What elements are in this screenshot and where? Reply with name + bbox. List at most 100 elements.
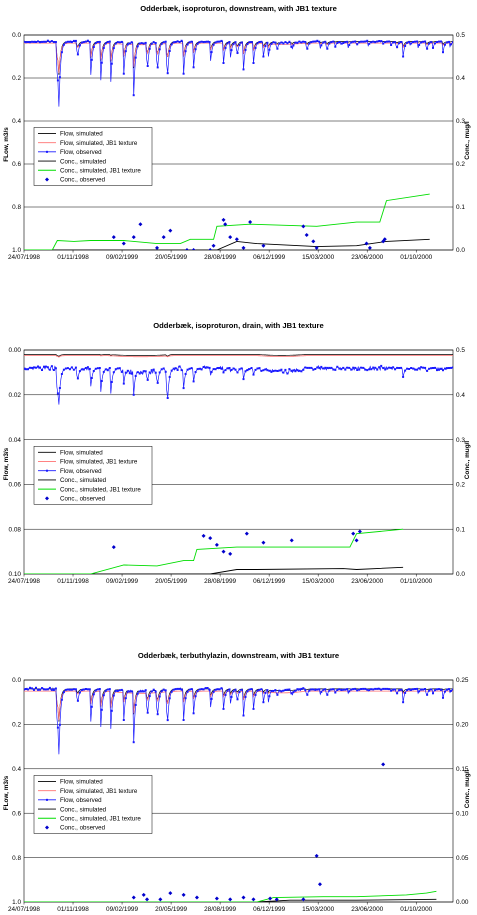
flow-observed-point: [80, 368, 83, 371]
flow-observed-point: [37, 40, 39, 43]
flow-observed-point: [326, 366, 329, 369]
conc-observed-point: [241, 895, 246, 900]
flow-observed-point: [280, 690, 283, 693]
flow-observed-point: [432, 46, 434, 49]
y-left-tick-label: 0.04: [9, 437, 22, 444]
flow-observed-point: [116, 41, 119, 44]
flow-observed-point: [402, 375, 405, 378]
flow-observed-point: [212, 690, 215, 693]
flow-observed-point: [152, 41, 155, 44]
y-right-tick-label: 0.0: [456, 247, 465, 254]
flow-observed-point: [308, 689, 311, 692]
flow-observed-point: [386, 687, 389, 690]
flow-observed-point: [440, 688, 442, 691]
flow-observed-point: [35, 41, 37, 43]
flow-observed-point: [388, 688, 391, 691]
flow-observed-point: [236, 371, 239, 374]
legend-box: [33, 127, 153, 186]
flow-observed-point: [336, 42, 339, 44]
flow-observed-point: [98, 367, 101, 369]
flow-observed-point: [390, 689, 393, 692]
flow-observed-point: [24, 688, 25, 691]
legend-label: Conc., simulated, JB1 texture: [60, 486, 141, 493]
flow-observed-point: [302, 368, 305, 371]
flow-observed-point: [172, 367, 175, 370]
flow-observed-point: [286, 372, 289, 375]
flow-observed-point: [298, 40, 301, 43]
x-tick-label: 24/07/1998: [8, 906, 40, 913]
flow-observed-point: [140, 371, 143, 374]
x-tick-label: 28/08/1999: [204, 254, 236, 261]
flow-observed-point: [398, 367, 401, 369]
legend-label: Flow, observed: [60, 149, 102, 156]
flow-observed-point: [37, 688, 39, 691]
flow-observed-point: [154, 690, 157, 693]
flow-observed-point: [426, 369, 429, 372]
flow-observed-point: [392, 688, 395, 691]
flow-observed-point: [82, 368, 85, 371]
flow-observed-point: [35, 686, 37, 689]
flow-observed-point: [54, 41, 57, 43]
flow-observed-point: [434, 689, 436, 692]
legend: Flow, simulated Flow, simulated, JB1 text…: [33, 446, 153, 505]
flow-observed-point: [438, 368, 440, 371]
flow-observed-point: [106, 41, 109, 43]
flow-observed-point: [316, 688, 319, 691]
conc-observed-point: [131, 235, 136, 240]
flow-observed-point: [396, 692, 399, 695]
conc-observed-point: [223, 222, 228, 227]
x-tick-label: 06/12/1999: [253, 906, 285, 913]
flow-observed-point: [392, 366, 395, 369]
plot-frame: [23, 34, 454, 251]
conc-observed-point: [248, 220, 253, 225]
flow-observed-point: [160, 690, 163, 693]
conc-observed-point: [121, 241, 126, 246]
conc-observed-point: [364, 241, 369, 246]
flow-observed-point: [354, 687, 357, 690]
flow-observed-point: [308, 366, 311, 369]
flow-observed-point: [384, 368, 387, 371]
flow-observed-point: [370, 41, 373, 44]
flow-observed-point: [254, 368, 257, 371]
flow-observed-point: [43, 40, 45, 43]
flow-observed-point: [31, 366, 33, 369]
flow-observed-point: [276, 370, 279, 372]
flow-observed-point: [126, 43, 129, 46]
flow-observed-point: [56, 392, 59, 395]
flow-observed-point: [342, 688, 345, 691]
flow-observed-point: [110, 381, 113, 383]
flow-observed-point: [72, 688, 75, 691]
flow-observed-point: [25, 688, 27, 690]
flow-observed-point: [270, 690, 273, 693]
y-left-axis-label: Flow, m3/s: [3, 447, 10, 480]
flow-observed-point: [292, 369, 295, 372]
flow-observed-point: [292, 44, 295, 47]
flow-observed-point: [112, 694, 115, 697]
legend-label: Flow, simulated, JB1 texture: [60, 788, 138, 795]
flow-observed-point: [31, 687, 33, 690]
flow-observed-point: [392, 41, 395, 44]
flow-observed-point: [212, 43, 215, 46]
conc-observed-point: [244, 531, 249, 536]
flow-observed-point: [246, 369, 249, 372]
flow-observed-point: [298, 688, 301, 691]
flow-observed-point: [230, 368, 233, 371]
flow-observed-point: [250, 688, 253, 691]
flow-observed-point: [94, 367, 97, 370]
x-tick-label: 01/11/1998: [57, 578, 89, 585]
x-tick-label: 09/02/1999: [106, 906, 138, 913]
flow-observed-point: [64, 367, 67, 370]
flow-observed-point: [418, 690, 421, 693]
flow-observed-point: [224, 46, 227, 49]
flow-observed-point: [330, 366, 333, 369]
flow-observed-point: [448, 688, 450, 691]
flow-observed-point: [144, 370, 147, 373]
series-conc-simulated-jb1: [24, 193, 430, 250]
flow-observed-point: [112, 371, 115, 374]
flow-observed-point: [328, 42, 331, 45]
flow-observed-point: [348, 44, 351, 46]
flow-observed-point: [374, 687, 377, 690]
flow-observed-point: [432, 692, 434, 695]
flow-observed-point: [216, 367, 219, 369]
flow-observed-point: [410, 42, 413, 45]
